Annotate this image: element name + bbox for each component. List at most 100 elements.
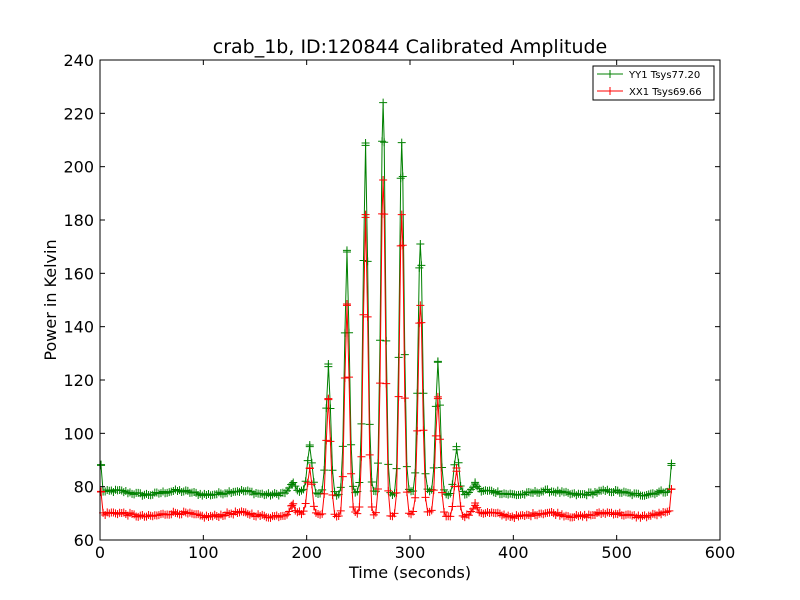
- data-point: [382, 336, 391, 345]
- data-point: [444, 491, 453, 500]
- data-point: [311, 508, 320, 517]
- data-point: [446, 512, 455, 521]
- data-point: [152, 488, 161, 497]
- data-point: [469, 483, 478, 492]
- data-point: [549, 487, 558, 496]
- data-point: [419, 426, 428, 435]
- data-point: [416, 301, 425, 310]
- data-point: [148, 490, 157, 499]
- x-tick-label: 0: [95, 543, 105, 562]
- y-tick-label: 60: [74, 531, 94, 550]
- data-point: [148, 512, 157, 521]
- data-point: [171, 508, 180, 517]
- data-point: [301, 499, 310, 508]
- y-axis-label: Power in Kelvin: [41, 239, 60, 360]
- data-point: [456, 502, 465, 511]
- legend-marker-xx1: [606, 87, 614, 95]
- data-point: [136, 511, 145, 520]
- data-point: [427, 506, 436, 515]
- data-point: [442, 490, 451, 499]
- data-point: [266, 513, 275, 522]
- data-point: [336, 506, 345, 515]
- data-point: [435, 435, 444, 444]
- data-point: [475, 508, 484, 517]
- data-point: [130, 490, 139, 499]
- data-point: [557, 487, 566, 496]
- data-point: [394, 392, 403, 401]
- data-point: [642, 513, 651, 522]
- data-point: [130, 510, 139, 519]
- data-point: [487, 486, 496, 495]
- data-point: [355, 503, 364, 512]
- y-tick-label: 180: [63, 211, 94, 230]
- data-point: [524, 487, 533, 496]
- data-point: [415, 319, 424, 328]
- data-point: [621, 488, 630, 497]
- data-point: [289, 499, 298, 508]
- data-point: [342, 301, 351, 310]
- data-point: [580, 490, 589, 499]
- data-point: [378, 137, 387, 146]
- data-point: [367, 503, 376, 512]
- data-point: [518, 490, 527, 499]
- data-point: [299, 485, 308, 494]
- data-point: [421, 469, 430, 478]
- data-point: [266, 491, 275, 500]
- data-point: [661, 488, 670, 497]
- data-point: [125, 508, 134, 517]
- data-point: [185, 508, 194, 517]
- series-1: [97, 176, 676, 522]
- data-point: [237, 486, 246, 495]
- x-tick-label: 400: [498, 543, 529, 562]
- data-point: [425, 487, 434, 496]
- y-tick-label: 220: [63, 104, 94, 123]
- data-point: [590, 488, 599, 497]
- data-point: [411, 493, 420, 502]
- data-point: [291, 506, 300, 515]
- data-point: [303, 478, 312, 487]
- legend-label-xx1: XX1 Tsys69.66: [629, 87, 702, 98]
- data-point: [252, 488, 261, 497]
- plot-frame: [99, 59, 721, 541]
- data-point: [216, 510, 225, 519]
- data-point: [309, 502, 318, 511]
- x-tick-label: 100: [188, 543, 219, 562]
- data-point: [338, 472, 347, 481]
- data-point: [427, 485, 436, 494]
- data-point: [655, 487, 664, 496]
- data-point: [190, 487, 199, 496]
- data-point: [458, 511, 467, 520]
- data-point: [477, 487, 486, 496]
- data-point: [204, 512, 213, 521]
- data-point: [291, 482, 300, 491]
- data-point: [607, 508, 616, 517]
- data-point: [469, 504, 478, 513]
- data-point: [293, 508, 302, 517]
- legend-box: [592, 65, 715, 101]
- data-point: [462, 490, 471, 499]
- data-point: [113, 510, 122, 519]
- data-point: [570, 512, 579, 521]
- data-point: [609, 488, 618, 497]
- data-point: [379, 176, 388, 184]
- data-point: [419, 389, 428, 398]
- data-point: [539, 487, 548, 496]
- y-tick-label: 100: [63, 424, 94, 443]
- data-point: [562, 487, 571, 496]
- data-point: [328, 491, 337, 500]
- data-point: [179, 507, 188, 516]
- data-point: [650, 490, 659, 499]
- data-point: [433, 394, 442, 403]
- data-point: [528, 509, 537, 518]
- data-point: [361, 141, 370, 150]
- data-point: [392, 488, 401, 497]
- data-point: [652, 489, 661, 498]
- data-point: [347, 440, 356, 449]
- data-point: [402, 462, 411, 471]
- data-point: [504, 511, 513, 520]
- series-0: [97, 98, 676, 500]
- data-point: [411, 468, 420, 477]
- data-point: [440, 508, 449, 517]
- data-point: [448, 502, 457, 511]
